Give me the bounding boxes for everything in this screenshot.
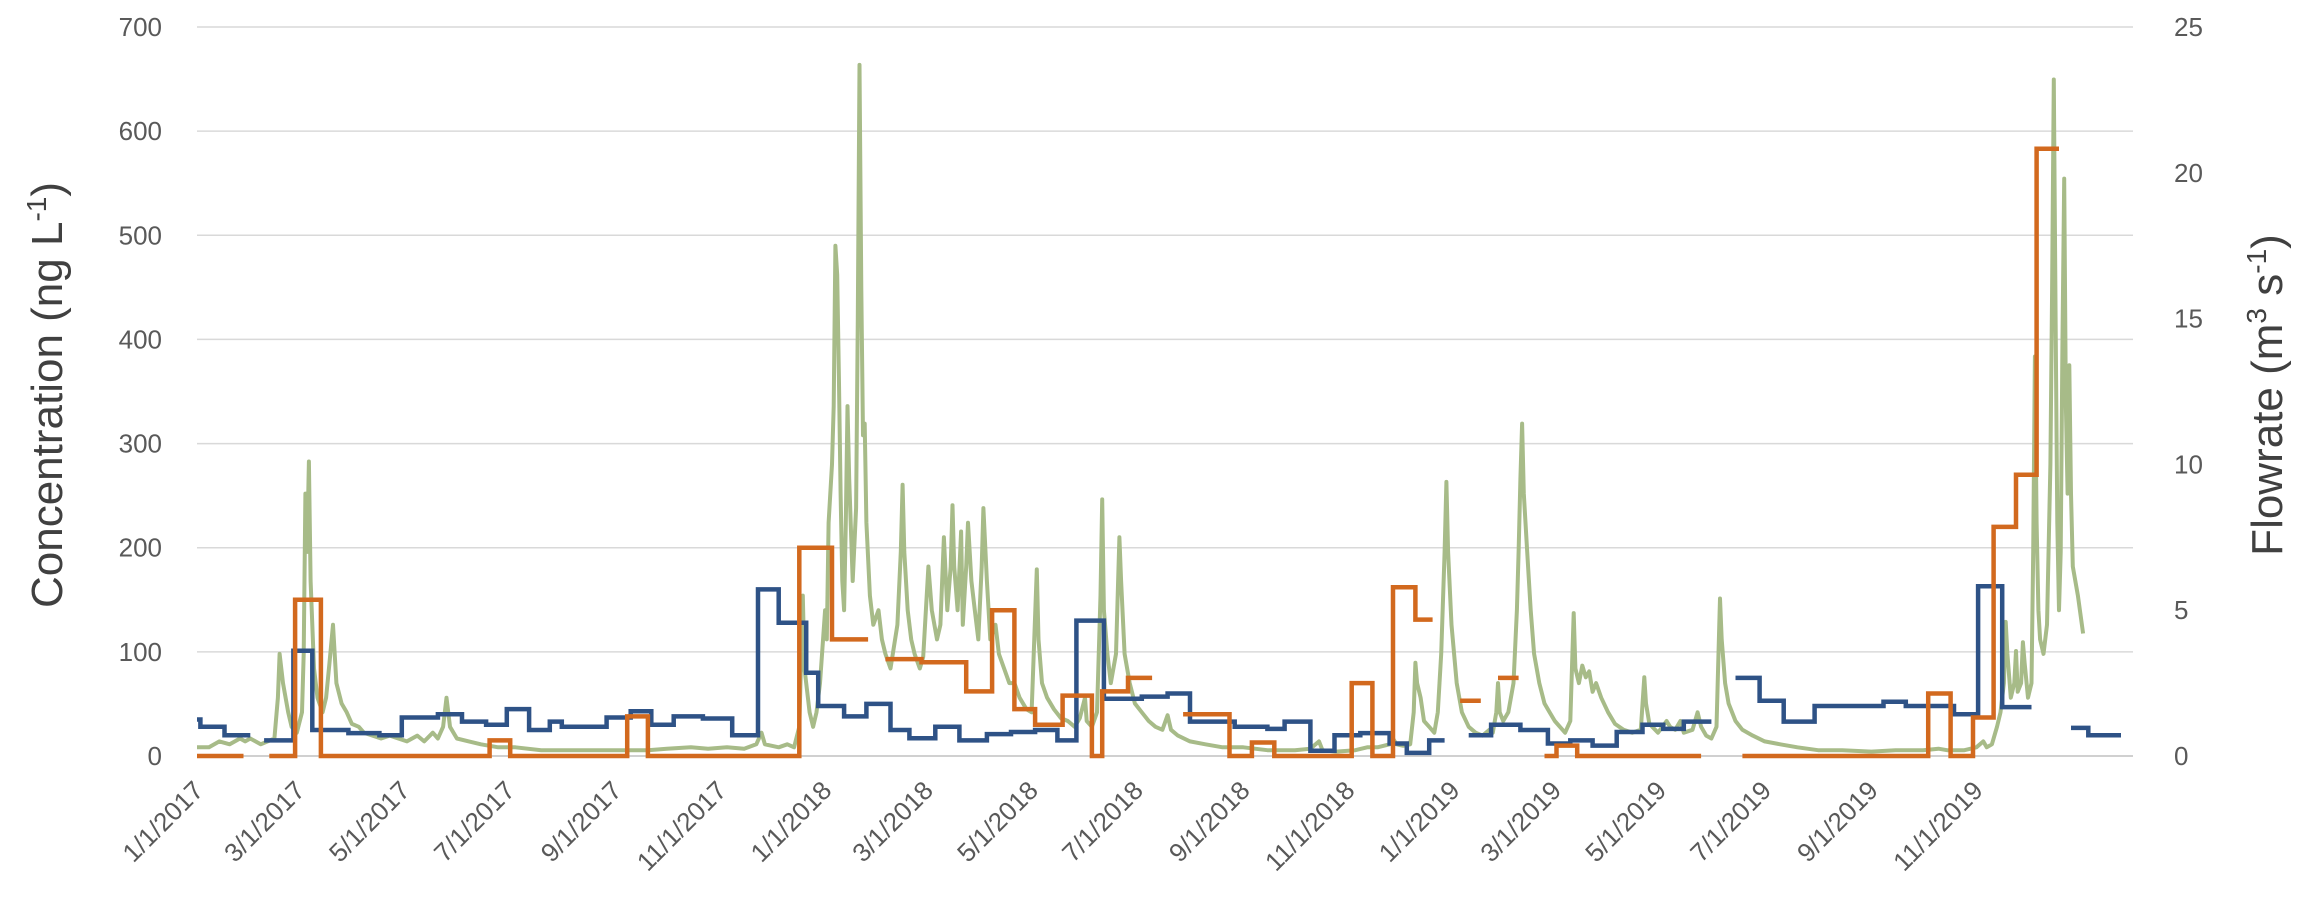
concentration-line: [269, 545, 869, 759]
x-tick-label: 9/1/2017: [535, 775, 628, 868]
x-tick-label: 11/1/2018: [1259, 775, 1361, 877]
y-tick-label: 100: [119, 637, 162, 667]
y-tick-label: 700: [119, 12, 162, 42]
x-tick-label: 5/1/2017: [323, 775, 416, 868]
y2-tick-label: 15: [2174, 304, 2203, 334]
y2-tick-label: 10: [2174, 449, 2203, 479]
y2-tick-label: 20: [2174, 158, 2203, 188]
concentration-line: [1468, 719, 1712, 748]
x-tick-label: 11/1/2019: [1887, 775, 1989, 877]
y2-tick-label: 0: [2174, 741, 2188, 771]
x-tick-label: 3/1/2018: [846, 775, 939, 868]
x-tick-label: 11/1/2017: [631, 775, 733, 877]
x-tick-label: 1/1/2017: [116, 775, 209, 868]
gridlines: [197, 26, 2133, 757]
x-tick-label: 9/1/2019: [1791, 775, 1884, 868]
x-tick-label: 7/1/2017: [428, 775, 521, 868]
y2-axis-title-superscript-1: 3: [2241, 308, 2272, 324]
x-axis: 1/1/2017 3/1/2017 5/1/2017 7/1/2017 9/1/2017…: [116, 775, 1988, 877]
x-tick-label: 1/1/2018: [745, 775, 838, 868]
concentration-line: [885, 607, 1153, 759]
concentration-line: [1544, 743, 1702, 759]
flowrate-line: [197, 62, 2086, 754]
series-lines: [197, 62, 2121, 759]
y-tick-label: 600: [119, 116, 162, 146]
y2-axis-title-text: Flowrate (m: [2243, 324, 2292, 556]
x-tick-label: 1/1/2019: [1373, 775, 1466, 868]
x-tick-label: 3/1/2017: [218, 775, 311, 868]
x-tick-label: 7/1/2018: [1056, 775, 1149, 868]
concentration-line: [264, 587, 1445, 756]
y-axis-title-end: ): [23, 182, 72, 197]
y2-axis-title-mid: s: [2243, 274, 2292, 308]
y-axis-left: 0 100 200 300 400 500 600 700: [119, 12, 162, 771]
concentration-line: [2071, 725, 2121, 738]
y-axis-right: 0 5 10 15 20 25: [2174, 12, 2203, 771]
y-tick-label: 0: [148, 741, 162, 771]
y-tick-label: 300: [119, 429, 162, 459]
x-tick-label: 3/1/2019: [1474, 775, 1567, 868]
concentration-line: [1183, 585, 1433, 759]
y2-axis-title-end: ): [2243, 234, 2292, 249]
y-axis-title: Concentration (ng L-1): [21, 182, 72, 608]
x-tick-label: 5/1/2019: [1579, 775, 1672, 868]
y-tick-label: 500: [119, 220, 162, 250]
x-tick-label: 9/1/2018: [1163, 775, 1256, 868]
y2-axis-title: Flowrate (m3 s-1): [2241, 234, 2292, 556]
concentration-line: [1742, 146, 2059, 759]
y-tick-label: 200: [119, 533, 162, 563]
y-axis-title-superscript: -1: [21, 197, 52, 222]
y-tick-label: 400: [119, 324, 162, 354]
y2-tick-label: 25: [2174, 12, 2203, 42]
x-tick-label: 7/1/2019: [1684, 775, 1777, 868]
concentration-line: [197, 717, 251, 738]
x-tick-label: 5/1/2018: [951, 775, 1044, 868]
y2-axis-title-superscript-2: -1: [2241, 249, 2272, 274]
concentration-line: [1735, 583, 2032, 724]
y2-tick-label: 5: [2174, 595, 2188, 625]
y-axis-title-text: Concentration (ng L: [23, 222, 72, 608]
